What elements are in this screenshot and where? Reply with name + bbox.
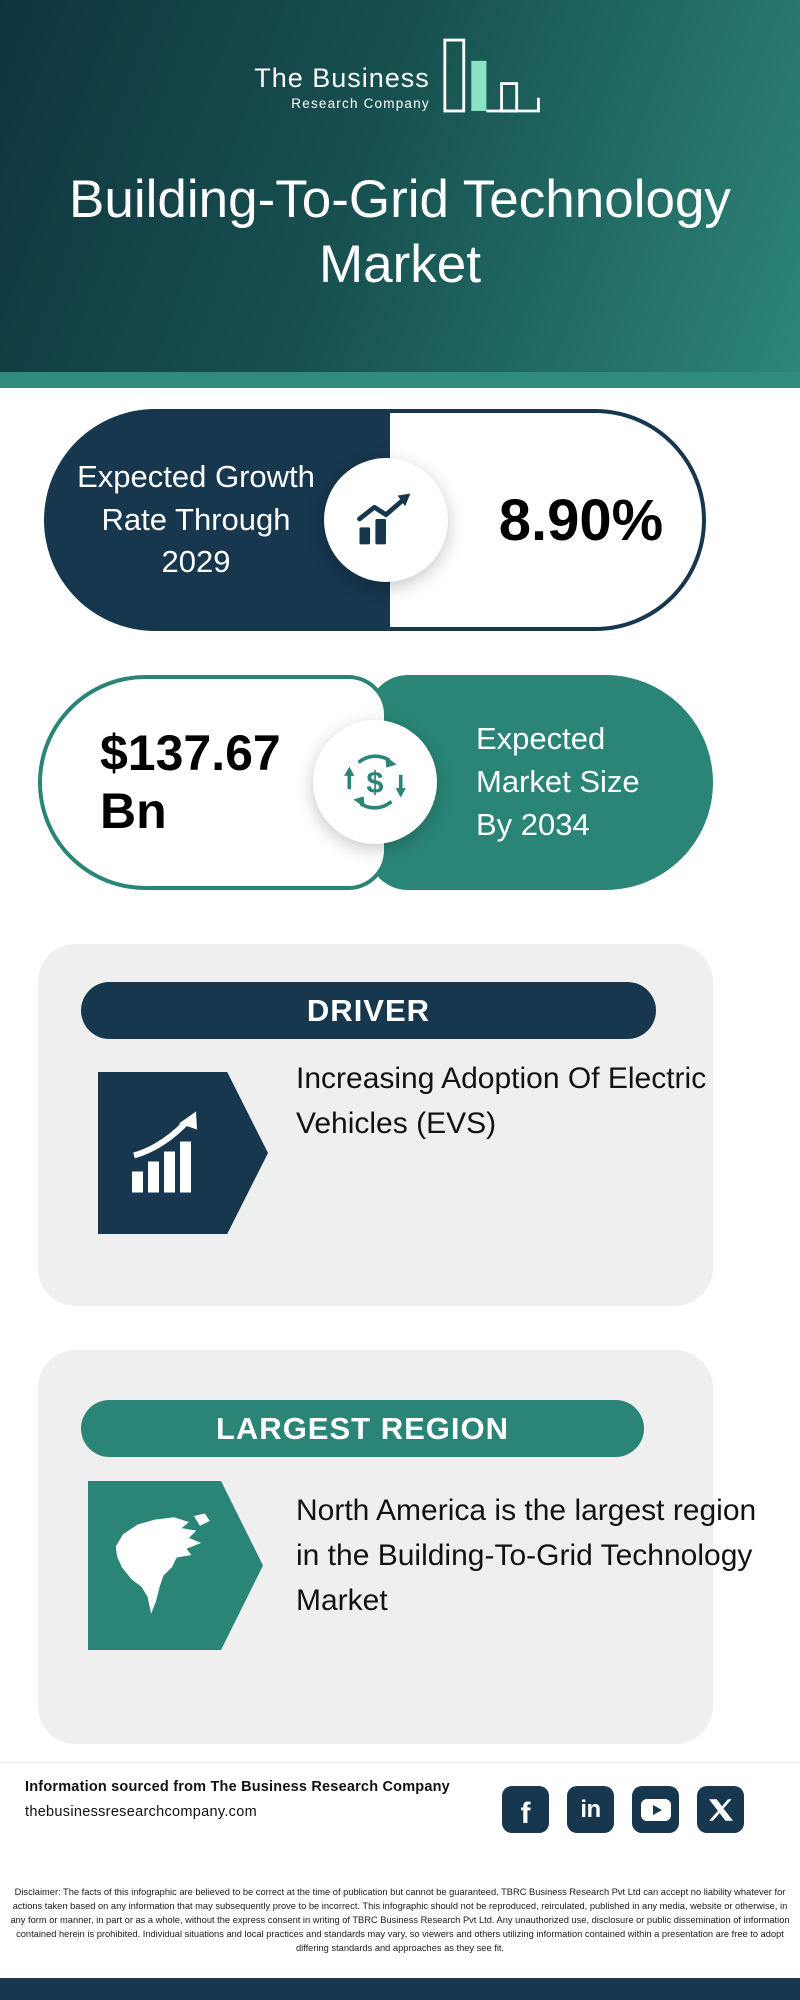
x-icon[interactable]	[697, 1786, 744, 1833]
company-logo: The Business Research Company	[0, 34, 800, 123]
company-name-line1: The Business	[254, 63, 430, 93]
page-title: Building-To-Grid Technology Market	[69, 170, 731, 294]
growth-rate-label: Expected Growth Rate Through 2029	[77, 458, 315, 580]
facebook-icon[interactable]: f	[502, 1786, 549, 1833]
largest-region-text: North America is the largest region in t…	[296, 1494, 757, 1617]
north-america-map-icon	[88, 1481, 263, 1650]
svg-text:$: $	[366, 764, 383, 799]
growth-chart-icon	[324, 458, 448, 582]
footer-source-line: Information sourced from The Business Re…	[25, 1779, 450, 1795]
company-name-line2: Research Company	[291, 96, 430, 111]
dollar-cycle-icon: $	[313, 720, 437, 844]
growth-rate-value: 8.90%	[498, 487, 664, 553]
largest-region-heading: LARGEST REGION	[81, 1400, 644, 1457]
market-size-value: $137.67 Bn	[100, 725, 281, 839]
linkedin-icon[interactable]: in	[567, 1786, 614, 1833]
disclaimer-text: Disclaimer: The facts of this infographi…	[10, 1887, 790, 1953]
footer-divider	[0, 1762, 800, 1763]
header-banner: The Business Research Company Building-T…	[0, 0, 800, 372]
footer-source: Information sourced from The Business Re…	[25, 1779, 450, 1820]
market-size-label-panel: Expected Market Size By 2034	[368, 675, 713, 890]
growth-bars-icon	[98, 1072, 268, 1234]
driver-section: DRIVER Increasing Adoption Of Electric V…	[38, 944, 713, 1306]
largest-region-section: LARGEST REGION North America is the larg…	[38, 1350, 756, 1744]
driver-heading: DRIVER	[81, 982, 656, 1039]
growth-rate-stat: 8.90% Expected Growth Rate Through 2029	[44, 409, 706, 631]
header-accent-strip	[0, 372, 800, 388]
footer-website-link[interactable]: thebusinessresearchcompany.com	[25, 1804, 257, 1820]
youtube-icon[interactable]	[632, 1786, 679, 1833]
social-icons: f in	[502, 1786, 744, 1833]
market-size-label: Expected Market Size By 2034	[476, 721, 640, 842]
bar-chart-logo-icon	[442, 34, 546, 123]
bottom-accent-bar	[0, 1978, 800, 2000]
company-logo-text: The Business Research Company	[254, 63, 430, 123]
driver-text: Increasing Adoption Of Electric Vehicles…	[296, 1062, 707, 1140]
market-size-stat: Expected Market Size By 2034 $137.67 Bn …	[38, 675, 713, 890]
